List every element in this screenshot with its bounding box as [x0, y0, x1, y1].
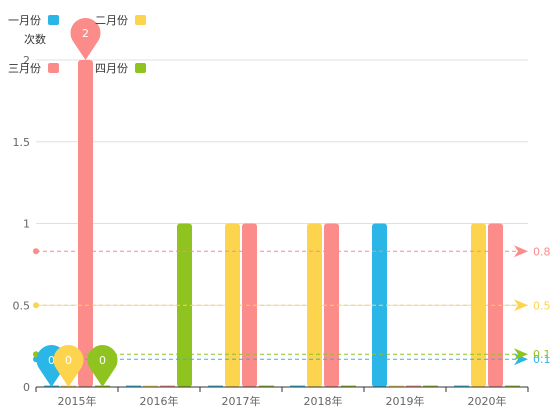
bar-5-3	[406, 385, 421, 387]
legend-swatch	[135, 63, 146, 73]
bar-2-2	[143, 385, 158, 387]
average-line-label: 0.8	[533, 245, 550, 258]
mark-point-pin	[70, 18, 101, 60]
mark-point-pin	[53, 345, 84, 387]
x-tick-label: 2018年	[304, 394, 343, 408]
average-line-label: 0.1	[533, 348, 550, 361]
legend-swatch	[48, 63, 59, 73]
bar-6-4	[505, 385, 520, 387]
legend-item[interactable]: 四月份	[95, 62, 146, 75]
legend-swatch	[48, 15, 59, 25]
mark-point-label: 0	[99, 354, 106, 367]
bar-3-4	[259, 385, 274, 387]
mark-point-label: 0	[48, 354, 55, 367]
bar-4-1	[290, 385, 305, 387]
x-tick-label: 2019年	[386, 394, 425, 408]
grid-lines	[36, 59, 528, 306]
bar-6-3	[488, 223, 503, 387]
y-tick-label: 1	[23, 218, 30, 231]
legend-label: 四月份	[95, 62, 128, 75]
bar-5-2	[389, 385, 404, 387]
bar-2-1	[126, 385, 141, 387]
y-tick-label: 2	[23, 54, 30, 67]
bar-6-1	[454, 385, 469, 387]
y-tick-label: 1.5	[13, 136, 31, 149]
average-line-arrow	[514, 299, 528, 312]
bar-2-3	[160, 385, 175, 387]
average-line-label: 0.5	[533, 299, 550, 312]
legend-label: 二月份	[95, 14, 128, 27]
bar-4-4	[341, 385, 356, 387]
average-line-label: 0.1	[533, 353, 550, 366]
mark-point-label: 0	[65, 354, 72, 367]
legend-label: 三月份	[8, 62, 41, 75]
legend-swatch	[135, 15, 146, 25]
bars	[44, 60, 520, 387]
x-tick-label: 2016年	[140, 394, 179, 408]
axes: 0 0.5 1 1.5 2 2015年 2016年 2017年 2018年 2019年 2020年	[13, 54, 529, 408]
legend-label: 一月份	[8, 14, 41, 27]
average-line-arrow	[514, 348, 528, 361]
bar-3-1	[208, 385, 223, 387]
legend-item[interactable]: 一月份	[8, 14, 59, 27]
y-tick-label: 0.5	[13, 299, 31, 312]
bar-1-3	[78, 60, 93, 387]
legend-item[interactable]: 三月份	[8, 62, 59, 75]
x-tick-label: 2017年	[222, 394, 261, 408]
legend-item[interactable]: 二月份	[95, 14, 146, 27]
bar-5-4	[423, 385, 438, 387]
y-axis-label: 次数	[24, 32, 46, 46]
bar-4-2	[307, 223, 322, 387]
y-tick-label: 0	[23, 381, 30, 394]
mark-point-label: 2	[82, 27, 89, 40]
average-line-arrow	[514, 245, 528, 258]
x-tick-label: 2020年	[468, 394, 507, 408]
mark-point-pin	[87, 345, 118, 387]
mark-points: 0 020	[36, 18, 118, 387]
x-tick-label: 2015年	[58, 394, 97, 408]
